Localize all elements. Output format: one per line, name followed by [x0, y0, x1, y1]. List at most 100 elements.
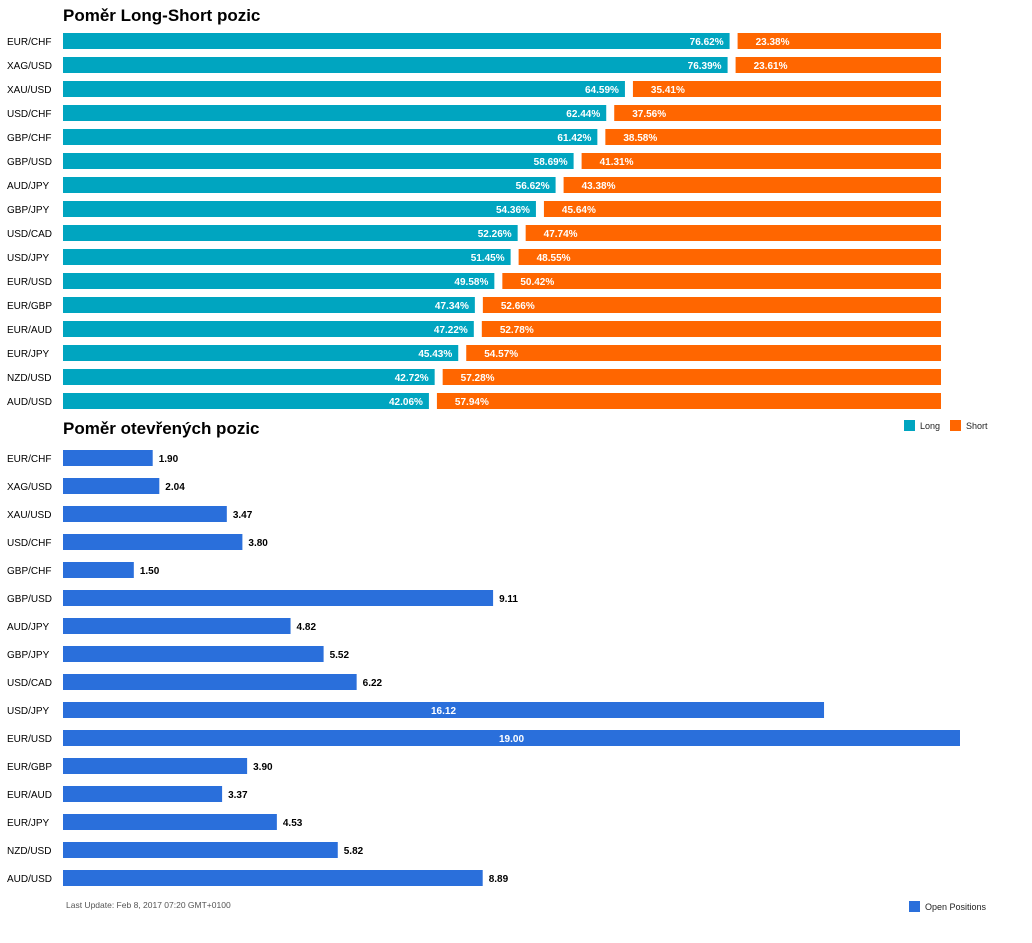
short-value-label: 57.94%	[455, 397, 489, 408]
ls-category-label: EUR/JPY	[7, 349, 50, 360]
open-position-bar	[63, 646, 324, 662]
op-category-label: USD/JPY	[7, 706, 50, 717]
ls-category-label: EUR/GBP	[7, 301, 52, 312]
ls-category-label: USD/CAD	[7, 229, 52, 240]
short-bar	[543, 201, 941, 217]
short-bar	[632, 81, 941, 97]
long-bar	[63, 129, 598, 145]
short-value-label: 47.74%	[544, 229, 578, 240]
open-positions-legend: Open Positions	[909, 901, 996, 912]
op-category-label: EUR/JPY	[7, 818, 50, 829]
open-position-bar	[63, 562, 134, 578]
open-position-value-label: 9.11	[499, 594, 518, 605]
long-bar	[63, 57, 728, 73]
open-position-bar	[63, 758, 248, 774]
op-category-label: EUR/AUD	[7, 790, 52, 801]
op-category-label: NZD/USD	[7, 846, 51, 857]
op-category-label: USD/CAD	[7, 678, 52, 689]
op-category-label: XAU/USD	[7, 510, 51, 521]
ls-category-label: GBP/CHF	[7, 133, 51, 144]
legend-short-swatch	[950, 420, 962, 431]
long-value-label: 61.42%	[557, 133, 591, 144]
short-value-label: 45.64%	[562, 205, 596, 216]
short-value-label: 52.78%	[500, 325, 534, 336]
open-position-bar	[63, 842, 338, 858]
long-short-legend: Long Short	[904, 420, 998, 431]
ls-category-label: XAU/USD	[7, 85, 51, 96]
open-position-value-label: 3.80	[248, 538, 268, 549]
short-value-label: 57.28%	[461, 373, 495, 384]
long-bar	[63, 345, 459, 361]
long-value-label: 42.06%	[389, 397, 423, 408]
open-position-bar	[63, 786, 223, 802]
open-position-value-label: 8.89	[489, 874, 509, 885]
legend-short-label: Short	[966, 420, 988, 431]
long-value-label: 52.26%	[478, 229, 512, 240]
open-position-bar	[63, 450, 153, 466]
open-position-value-label: 3.37	[228, 790, 248, 801]
legend-open-positions-label: Open Positions	[925, 901, 987, 912]
ls-category-label: GBP/USD	[7, 157, 52, 168]
ls-category-label: NZD/USD	[7, 373, 51, 384]
op-category-label: EUR/GBP	[7, 762, 52, 773]
last-update-footer: Last Update: Feb 8, 2017 07:20 GMT+0100	[66, 900, 231, 910]
op-category-label: GBP/CHF	[7, 566, 51, 577]
op-category-label: XAG/USD	[7, 482, 52, 493]
legend-long-swatch	[904, 420, 915, 431]
open-position-value-label: 5.82	[344, 846, 364, 857]
short-bar	[442, 369, 941, 385]
long-value-label: 76.62%	[690, 37, 724, 48]
long-bar	[63, 273, 495, 289]
op-category-label: AUD/USD	[7, 874, 52, 885]
op-category-label: USD/CHF	[7, 538, 51, 549]
open-position-bar	[63, 702, 825, 718]
open-position-bar	[63, 814, 277, 830]
op-category-label: EUR/CHF	[7, 454, 51, 465]
open-position-bar	[63, 730, 960, 746]
open-position-bar	[63, 618, 291, 634]
short-bar	[518, 249, 941, 265]
open-position-value-label: 19.00	[499, 734, 524, 745]
open-position-bar	[63, 534, 243, 550]
short-bar	[525, 225, 941, 241]
short-value-label: 35.41%	[651, 85, 685, 96]
ls-category-label: AUD/USD	[7, 397, 52, 408]
long-bar	[63, 153, 574, 169]
open-position-value-label: 6.22	[363, 678, 383, 689]
short-value-label: 50.42%	[520, 277, 554, 288]
short-value-label: 23.61%	[754, 61, 788, 72]
open-position-bar	[63, 478, 160, 494]
long-bar	[63, 105, 607, 121]
legend-open-positions-swatch	[909, 901, 920, 912]
open-position-value-label: 1.50	[140, 566, 160, 577]
ls-category-label: XAG/USD	[7, 61, 52, 72]
short-value-label: 23.38%	[756, 37, 790, 48]
open-position-value-label: 2.04	[165, 482, 185, 493]
short-bar	[737, 33, 941, 49]
long-bar	[63, 33, 730, 49]
long-bar	[63, 297, 475, 313]
open-positions-chart-title: Poměr otevřených pozic	[63, 419, 260, 438]
ls-category-label: EUR/USD	[7, 277, 52, 288]
long-value-label: 64.59%	[585, 85, 619, 96]
short-bar	[735, 57, 941, 73]
open-position-bar	[63, 506, 227, 522]
ls-category-label: GBP/JPY	[7, 205, 50, 216]
ls-category-label: EUR/AUD	[7, 325, 52, 336]
short-bar	[563, 177, 941, 193]
short-value-label: 38.58%	[623, 133, 657, 144]
short-value-label: 41.31%	[600, 157, 634, 168]
long-value-label: 45.43%	[418, 349, 452, 360]
short-value-label: 54.57%	[484, 349, 518, 360]
ls-category-label: USD/JPY	[7, 253, 50, 264]
short-value-label: 43.38%	[582, 181, 616, 192]
open-position-bar	[63, 870, 483, 886]
long-bar	[63, 201, 536, 217]
long-bar	[63, 393, 429, 409]
long-value-label: 56.62%	[516, 181, 550, 192]
short-bar	[482, 297, 941, 313]
legend-long-label: Long	[920, 420, 941, 431]
op-category-label: GBP/USD	[7, 594, 52, 605]
ls-category-label: AUD/JPY	[7, 181, 50, 192]
